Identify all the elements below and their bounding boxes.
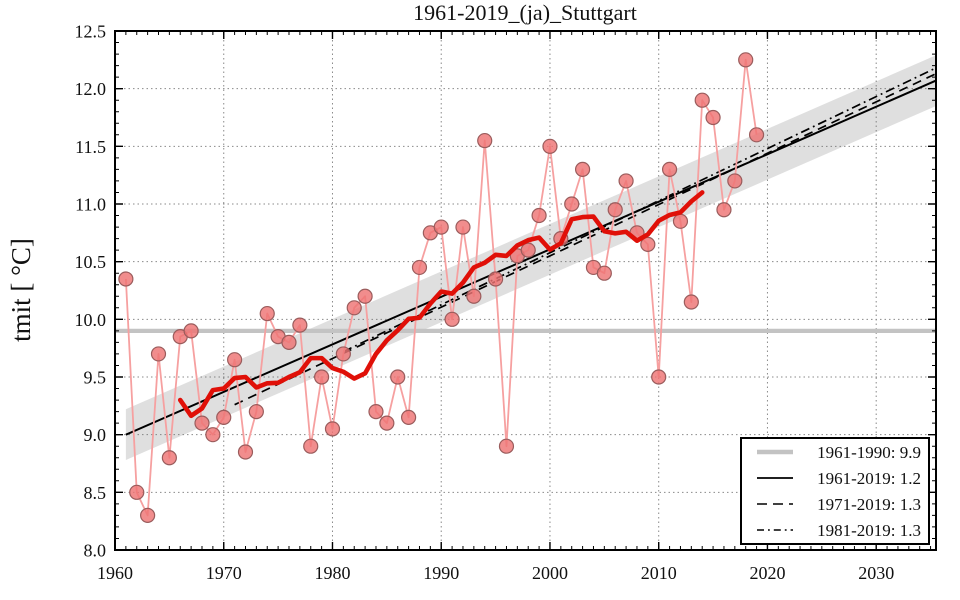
data-point-2003 xyxy=(574,161,591,177)
data-point-2014 xyxy=(694,92,710,108)
tick-labels: 1960 1970 1980 1990 2000 2010 2020 2030 8.0 8.5 9.… xyxy=(75,22,895,584)
data-point-1973 xyxy=(248,404,264,420)
data-point-2012 xyxy=(672,213,689,229)
data-point-2000 xyxy=(542,138,558,154)
axes-frame xyxy=(114,30,937,551)
data-point-1977 xyxy=(292,317,308,333)
plot-border xyxy=(114,30,937,551)
y-tick-label: 10.5 xyxy=(75,252,107,272)
major-ticks xyxy=(114,30,936,551)
data-point-1962 xyxy=(129,484,145,500)
y-tick-label: 9.5 xyxy=(84,368,107,388)
data-point-1970 xyxy=(216,409,232,425)
data-point-2009 xyxy=(640,236,656,252)
data-point-2011 xyxy=(661,161,678,177)
y-tick-label: 10.0 xyxy=(75,310,107,330)
data-point-1963 xyxy=(140,507,156,524)
legend-label: 1971-2019: 1.3 xyxy=(817,495,921,514)
data-point-1994 xyxy=(477,132,493,149)
y-tick-label: 9.0 xyxy=(84,425,107,445)
data-point-1984 xyxy=(368,404,384,420)
data-point-2019 xyxy=(748,127,765,143)
x-tick-label: 2000 xyxy=(532,563,568,583)
legend-label: 1981-2019: 1.3 xyxy=(817,521,921,540)
data-point-1999 xyxy=(531,207,547,224)
data-point-1996 xyxy=(498,438,515,454)
data-point-2018 xyxy=(738,52,754,68)
data-point-1968 xyxy=(194,415,210,431)
data-point-1982 xyxy=(346,300,362,316)
y-tick-label: 11.0 xyxy=(75,195,106,215)
x-tick-label: 2020 xyxy=(749,563,785,583)
data-point-2017 xyxy=(727,173,743,189)
data-point-1978 xyxy=(303,438,319,454)
x-tick-label: 1980 xyxy=(314,563,350,583)
data-point-1992 xyxy=(455,219,471,235)
y-tick-label: 8.5 xyxy=(84,483,107,503)
data-point-1988 xyxy=(411,259,428,276)
data-point-1998 xyxy=(520,242,536,258)
data-point-1972 xyxy=(237,444,254,460)
data-point-1990 xyxy=(433,219,449,235)
data-point-1981 xyxy=(335,346,351,362)
data-point-1985 xyxy=(379,415,395,431)
x-tick-label: 2030 xyxy=(858,563,894,583)
data-point-1965 xyxy=(161,450,177,466)
y-axis-label: tmit [ °C] xyxy=(6,238,36,342)
legend-label: 1961-2019: 1.2 xyxy=(817,469,921,488)
data-point-2007 xyxy=(618,173,634,189)
data-point-2002 xyxy=(564,196,580,212)
data-point-1979 xyxy=(314,369,330,385)
x-tick-label: 1970 xyxy=(206,563,242,583)
data-point-1964 xyxy=(150,346,167,362)
data-point-1983 xyxy=(357,288,373,304)
legend-label: 1961-1990: 9.9 xyxy=(817,443,921,462)
data-point-1995 xyxy=(487,271,504,287)
data-point-2010 xyxy=(651,369,667,385)
legend-box xyxy=(740,437,930,545)
data-point-2013 xyxy=(683,294,699,310)
y-tick-label: 11.5 xyxy=(75,137,106,157)
y-tick-label: 12.0 xyxy=(75,79,107,99)
y-tick-label: 8.0 xyxy=(84,541,107,561)
trend-line-dashdot xyxy=(342,67,937,353)
data-point-1980 xyxy=(324,421,341,437)
legend: 1961-1990: 9.9 1961-2019: 1.2 1971-2019: 1… xyxy=(740,437,930,545)
chart-title: 1961-2019_(ja)_Stuttgart xyxy=(413,0,637,25)
data-point-1971 xyxy=(227,352,243,368)
data-point-1967 xyxy=(183,323,199,339)
x-tick-label: 1990 xyxy=(423,563,459,583)
moving-average-line xyxy=(177,190,705,419)
data-point-2006 xyxy=(607,202,623,218)
data-point-1993 xyxy=(466,288,482,304)
data-point-1976 xyxy=(281,334,297,350)
data-point-2016 xyxy=(716,202,732,218)
x-tick-label: 1960 xyxy=(97,563,133,583)
x-tick-label: 2010 xyxy=(641,563,677,583)
y-tick-label: 12.5 xyxy=(75,22,107,42)
data-point-2015 xyxy=(705,109,721,126)
data-point-1986 xyxy=(390,369,406,385)
data-point-1991 xyxy=(444,311,460,327)
data-point-1987 xyxy=(401,409,417,425)
trend-line-dashed xyxy=(234,72,937,406)
data-point-1969 xyxy=(205,427,221,443)
data-point-2005 xyxy=(596,265,612,281)
data-point-1961 xyxy=(118,271,134,287)
data-point-1974 xyxy=(259,305,275,322)
smoothed-series xyxy=(177,190,705,419)
